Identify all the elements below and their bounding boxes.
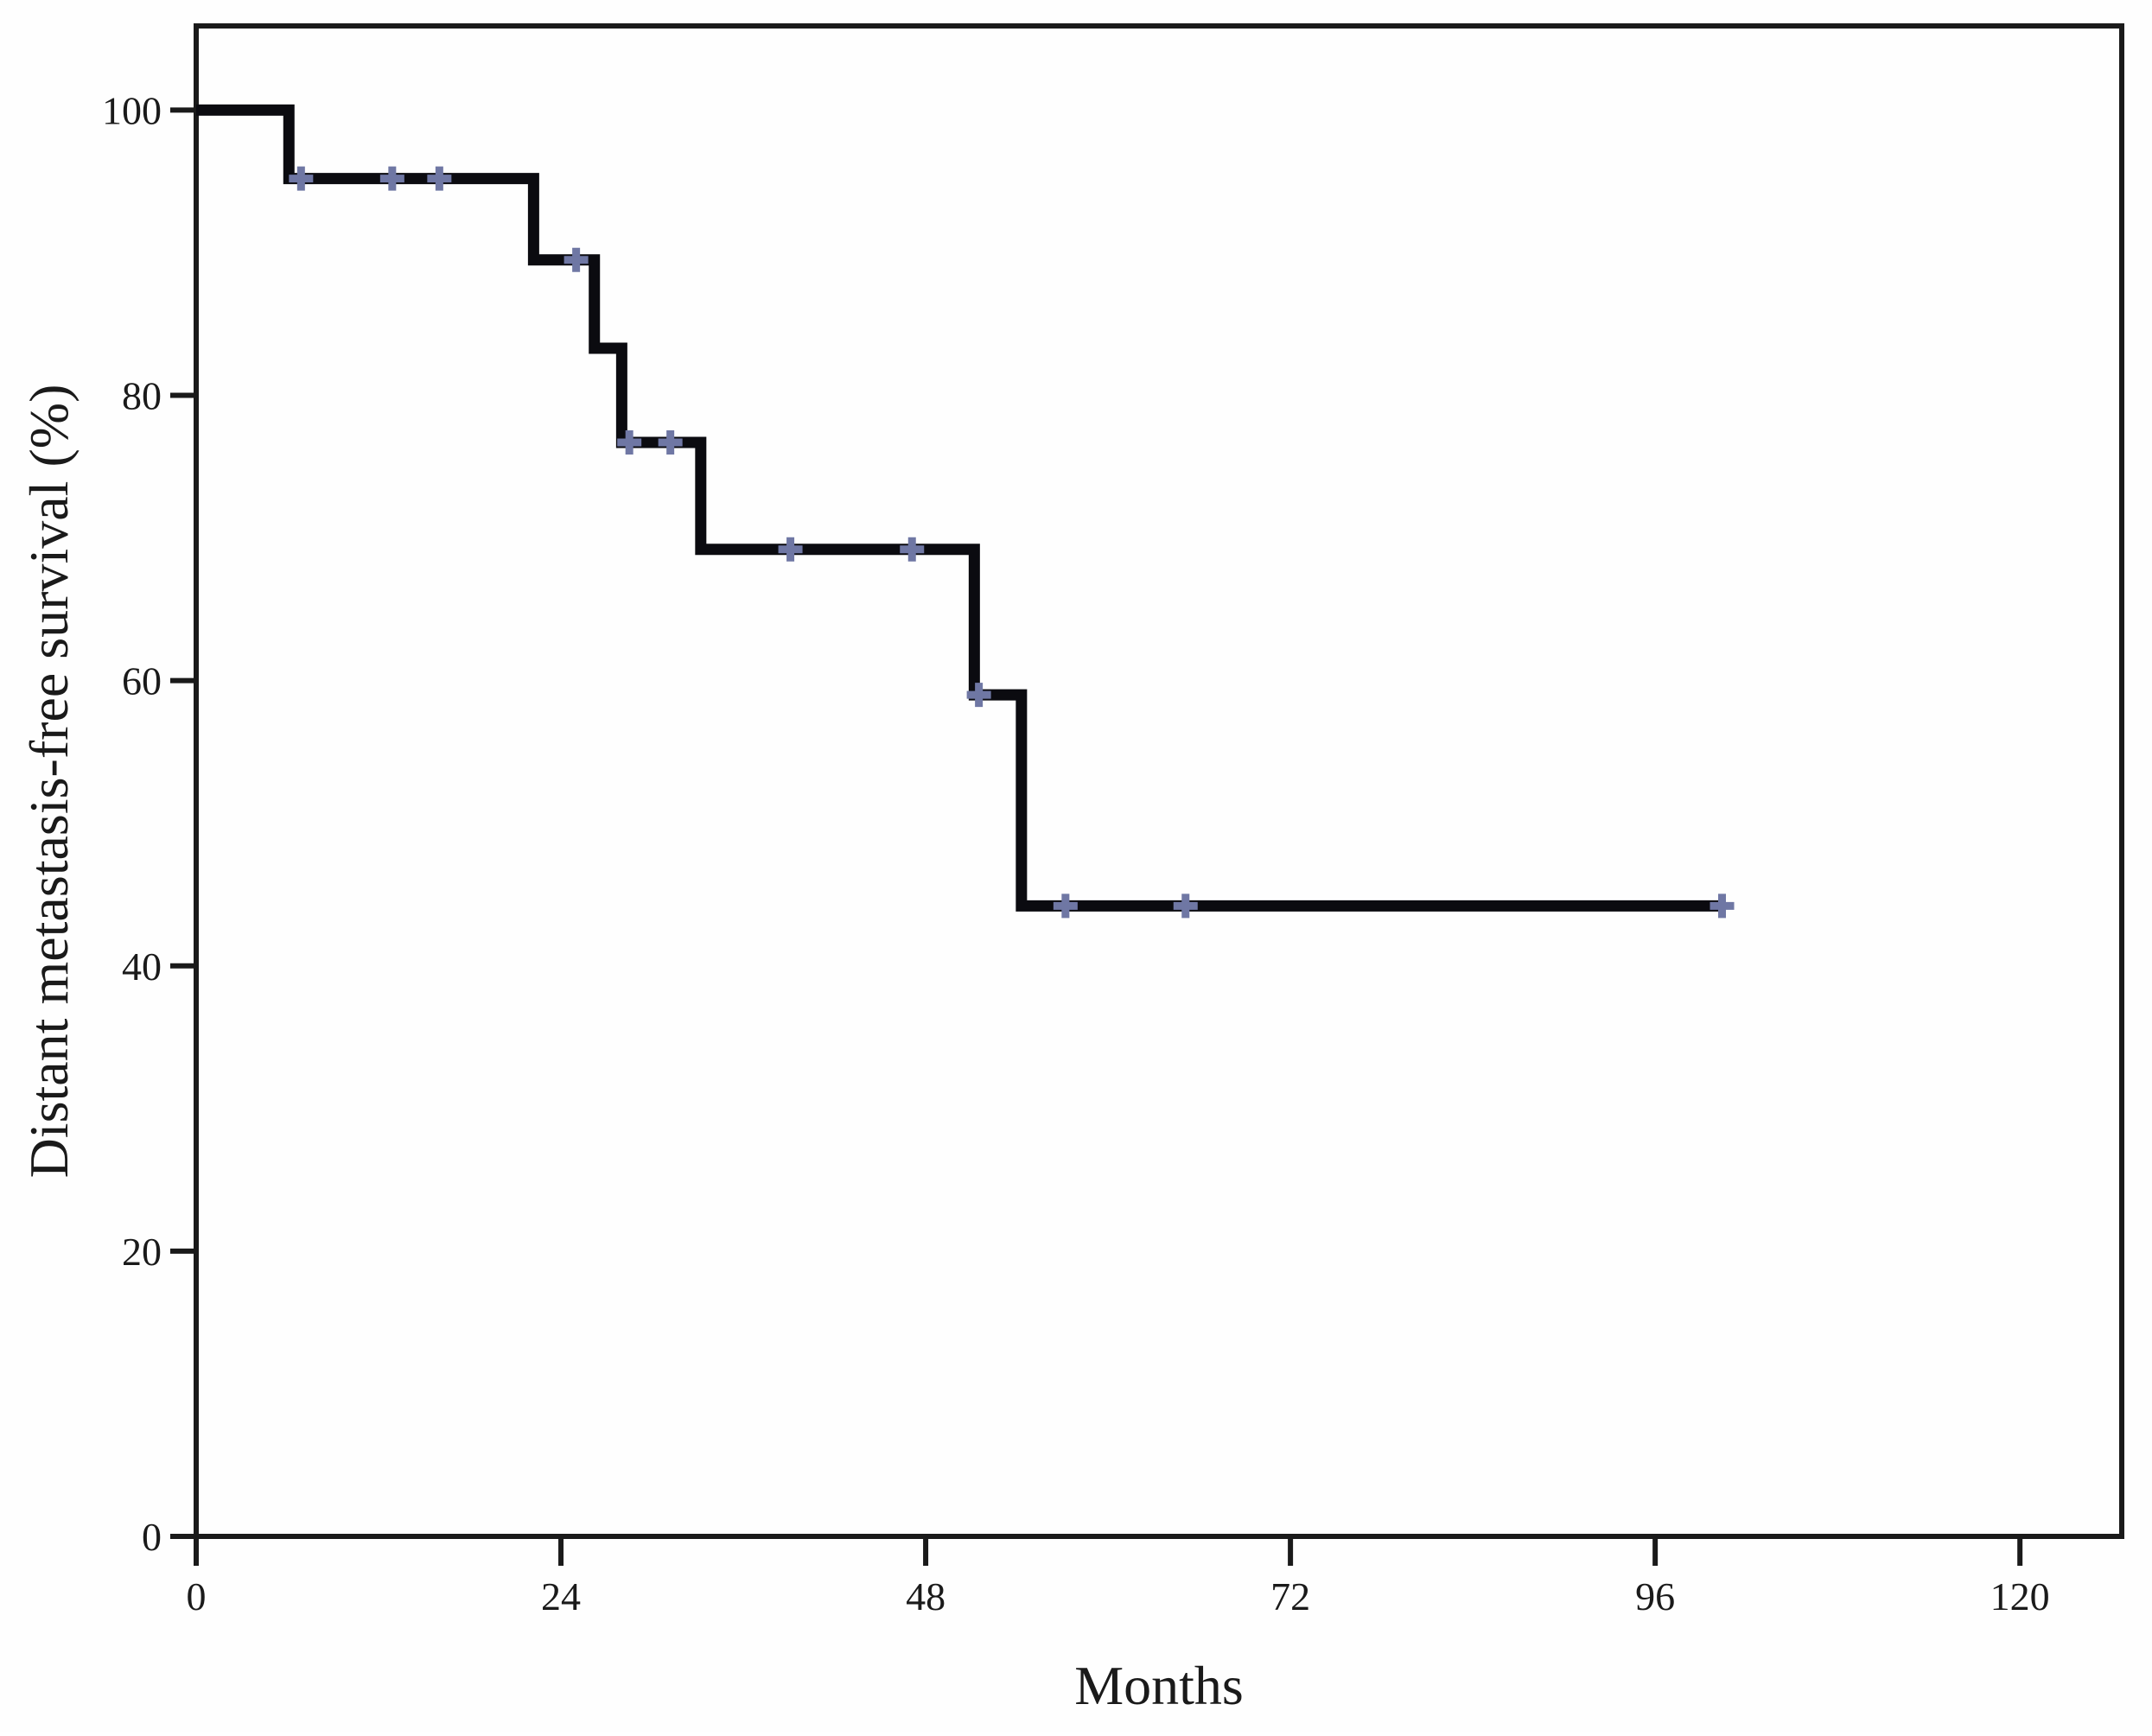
y-tick-label: 20 (122, 1230, 162, 1274)
censor-mark (427, 166, 452, 191)
censor-mark (1173, 893, 1198, 919)
y-tick-label: 40 (122, 944, 162, 989)
x-tick-label: 24 (541, 1574, 581, 1618)
y-tick-label: 60 (122, 659, 162, 703)
y-tick-label: 80 (122, 374, 162, 418)
y-axis-ticks: 0 20 40 60 80 100 (102, 88, 196, 1559)
censor-mark (966, 683, 991, 708)
plot-frame (194, 23, 2124, 1539)
censor-mark (778, 537, 803, 562)
x-axis-title: Months (1074, 1655, 1244, 1716)
survival-step-curve (196, 104, 1722, 912)
censor-mark (563, 247, 589, 272)
censor-mark (1053, 893, 1078, 919)
censor-mark (289, 166, 314, 191)
x-tick-label: 0 (187, 1574, 207, 1618)
x-tick-label: 72 (1270, 1574, 1310, 1618)
y-axis-title: Distant metastasis-free survival (%) (18, 385, 80, 1179)
x-tick-label: 96 (1635, 1574, 1675, 1618)
censor-mark (900, 537, 925, 562)
censor-mark (379, 166, 404, 191)
x-axis-ticks: 0 24 48 72 96 120 (187, 1536, 2050, 1618)
censor-marks-group (289, 166, 1735, 919)
x-tick-label: 48 (906, 1574, 945, 1618)
survival-curve-group (196, 104, 1722, 912)
censor-mark (617, 429, 642, 455)
censor-mark (658, 429, 683, 455)
x-tick-label: 120 (1990, 1574, 2050, 1618)
y-tick-label: 0 (142, 1515, 162, 1559)
y-tick-label: 100 (102, 88, 162, 132)
censor-mark (1710, 893, 1735, 919)
